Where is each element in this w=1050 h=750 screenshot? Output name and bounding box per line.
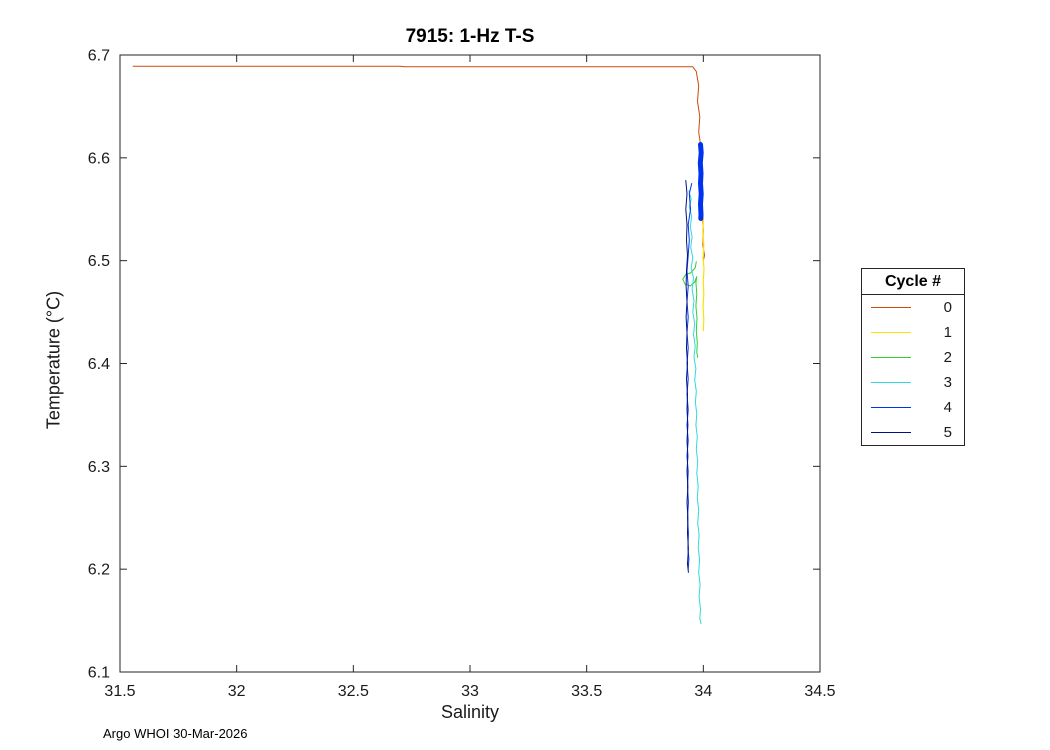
y-tick-label: 6.1 bbox=[88, 665, 110, 682]
chart-title: 7915: 1-Hz T-S bbox=[405, 26, 535, 47]
legend-title: Cycle # bbox=[862, 269, 964, 295]
series-line-cycle-0 bbox=[132, 65, 705, 262]
series-line-cycle-3 bbox=[688, 190, 702, 625]
x-tick-label: 34.5 bbox=[804, 683, 835, 700]
y-tick-label: 6.7 bbox=[88, 48, 110, 65]
x-tick-label: 33.5 bbox=[571, 683, 602, 700]
series-line-cycle-1 bbox=[701, 210, 705, 332]
legend-row: 4 bbox=[862, 395, 964, 420]
legend-label: 3 bbox=[943, 374, 952, 391]
legend-row: 5 bbox=[862, 420, 964, 445]
legend-label: 2 bbox=[943, 349, 952, 366]
y-tick-label: 6.6 bbox=[88, 150, 110, 167]
legend-label: 4 bbox=[943, 399, 952, 416]
series-line-cycle-4 bbox=[697, 142, 704, 221]
legend-rows: 0 1 2 3 4 5 bbox=[862, 295, 964, 445]
y-tick-label: 6.5 bbox=[88, 253, 110, 270]
series-line-cycle-2 bbox=[682, 261, 699, 358]
y-axis-label: Temperature (°C) bbox=[43, 290, 64, 430]
legend-row: 1 bbox=[862, 320, 964, 345]
y-tick-label: 6.3 bbox=[88, 459, 110, 476]
legend-label: 0 bbox=[943, 299, 952, 316]
x-tick-label: 32 bbox=[228, 683, 246, 700]
legend-line-sample bbox=[871, 307, 911, 308]
series-line-cycle-5 bbox=[685, 180, 689, 573]
legend: Cycle # 0 1 2 3 4 5 bbox=[861, 268, 965, 446]
legend-line-sample bbox=[871, 382, 911, 383]
legend-row: 3 bbox=[862, 370, 964, 395]
legend-label: 1 bbox=[943, 324, 952, 341]
legend-line-sample bbox=[871, 357, 911, 358]
x-axis-label: Salinity bbox=[440, 702, 500, 722]
x-tick-label: 32.5 bbox=[338, 683, 369, 700]
x-tick-label: 31.5 bbox=[104, 683, 135, 700]
y-tick-label: 6.4 bbox=[88, 356, 110, 373]
legend-line-sample bbox=[871, 407, 911, 408]
legend-row: 0 bbox=[862, 295, 964, 320]
axis-box bbox=[119, 54, 821, 673]
x-tick-label: 34 bbox=[694, 683, 712, 700]
legend-line-sample bbox=[871, 432, 911, 433]
legend-line-sample bbox=[871, 332, 911, 333]
footer-note: Argo WHOI 30-Mar-2026 bbox=[103, 726, 248, 741]
y-tick-label: 6.2 bbox=[88, 562, 110, 579]
x-tick-label: 33 bbox=[461, 683, 479, 700]
legend-label: 5 bbox=[943, 424, 952, 441]
legend-row: 2 bbox=[862, 345, 964, 370]
